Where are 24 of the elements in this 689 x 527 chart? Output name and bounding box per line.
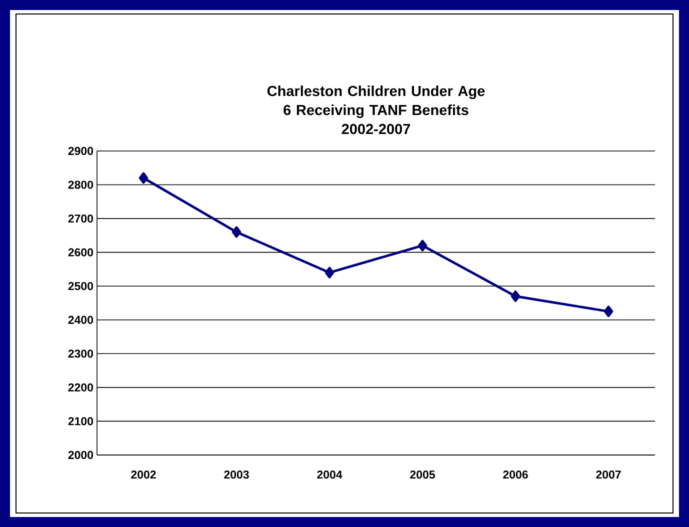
y-tick-label: 2800 — [68, 180, 94, 189]
y-tick-label: 2100 — [68, 417, 94, 426]
chart-subtitle: 2002-2007 — [342, 124, 410, 134]
x-tick-label: 2003 — [224, 470, 249, 479]
y-tick-label: 2000 — [68, 450, 94, 460]
x-tick-label: 2004 — [317, 470, 342, 479]
y-tick-label: 2300 — [68, 350, 94, 358]
y-tick-label: 2700 — [68, 214, 94, 223]
y-tick-label: 2900 — [68, 146, 94, 156]
x-tick-label: 2007 — [596, 470, 621, 479]
x-tick-label: 2002 — [131, 470, 156, 479]
y-tick-label: 2400 — [68, 316, 94, 324]
point — [418, 240, 428, 252]
point — [138, 172, 148, 184]
chart-title: Charleston Children Under Age 6 Receiving TANF Benefits — [267, 86, 485, 118]
point — [510, 290, 520, 302]
point — [604, 306, 614, 318]
y-tick-label: 2600 — [68, 248, 94, 256]
point — [232, 226, 242, 238]
x-tick-label: 2006 — [503, 470, 528, 479]
y-tick-label: 2200 — [68, 383, 94, 392]
x-tick-label: 2005 — [410, 470, 435, 479]
y-tick-label: 2500 — [68, 282, 94, 290]
point — [324, 266, 334, 278]
